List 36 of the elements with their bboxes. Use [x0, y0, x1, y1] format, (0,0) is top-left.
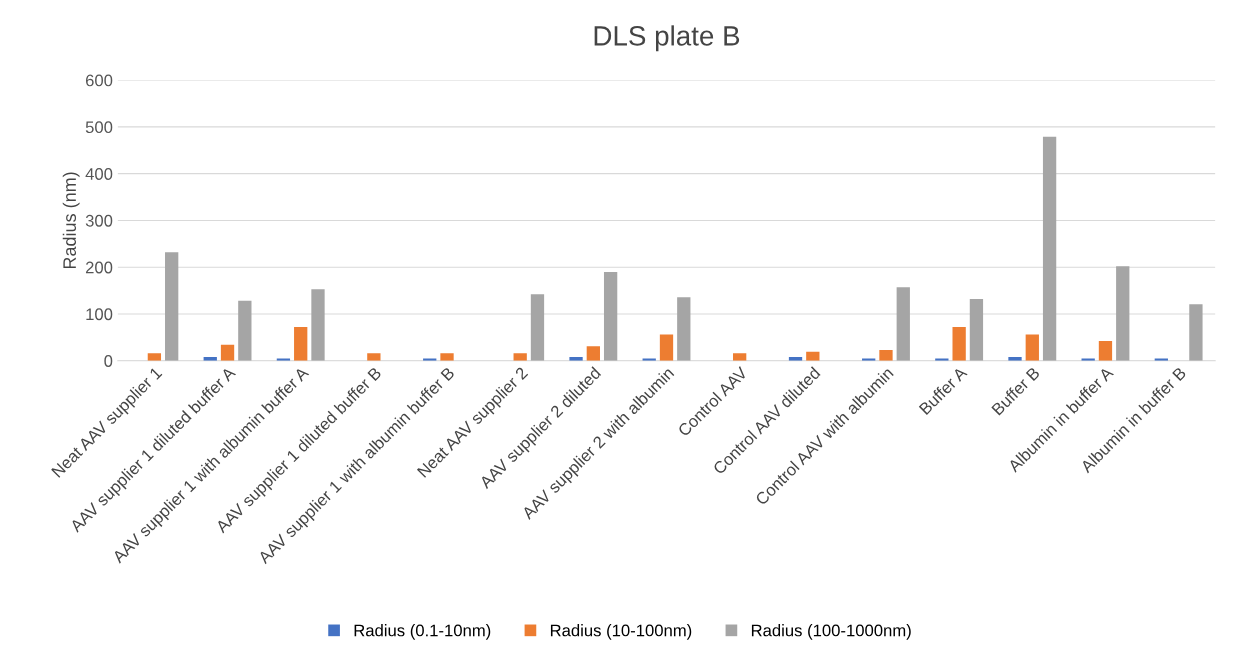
y-tick-label: 600 — [85, 74, 113, 87]
legend-label: Radius (0.1-10nm) — [354, 624, 491, 640]
bar — [733, 353, 747, 361]
bar — [586, 346, 600, 361]
chart-title: DLS plate B — [594, 25, 740, 52]
bar — [1189, 304, 1203, 361]
bar — [879, 349, 893, 361]
bar — [1025, 334, 1039, 361]
y-tick-label: 300 — [85, 214, 113, 227]
bar — [677, 297, 691, 361]
bar — [294, 327, 308, 361]
bar — [238, 300, 252, 361]
bar — [147, 353, 162, 361]
y-tick-label: 200 — [85, 261, 113, 274]
bar — [530, 294, 545, 361]
bar — [1116, 266, 1130, 361]
legend-label: Radius (100-1000nm) — [751, 624, 911, 640]
y-tick-label: 500 — [85, 121, 113, 134]
bar — [440, 353, 454, 361]
bar — [896, 287, 910, 361]
bar — [603, 271, 618, 361]
bar — [367, 353, 381, 361]
bar — [165, 252, 179, 361]
bar — [952, 327, 966, 361]
bar — [659, 334, 674, 361]
legend-label: Radius (10-100nm) — [550, 624, 692, 640]
y-tick-label: 100 — [86, 308, 113, 321]
bar — [1098, 341, 1113, 361]
y-tick-label: 0 — [104, 355, 113, 367]
bar — [220, 344, 235, 361]
bar — [969, 299, 984, 361]
y-axis-title: Radius (nm) — [62, 172, 80, 269]
bar — [513, 353, 527, 361]
bar — [311, 289, 325, 361]
bar — [1042, 136, 1057, 361]
y-tick-label: 400 — [85, 168, 113, 180]
